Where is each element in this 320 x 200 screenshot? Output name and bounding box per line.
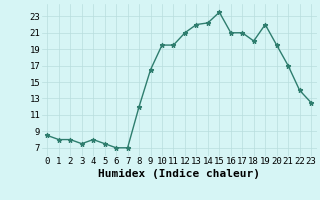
X-axis label: Humidex (Indice chaleur): Humidex (Indice chaleur) (98, 169, 260, 179)
